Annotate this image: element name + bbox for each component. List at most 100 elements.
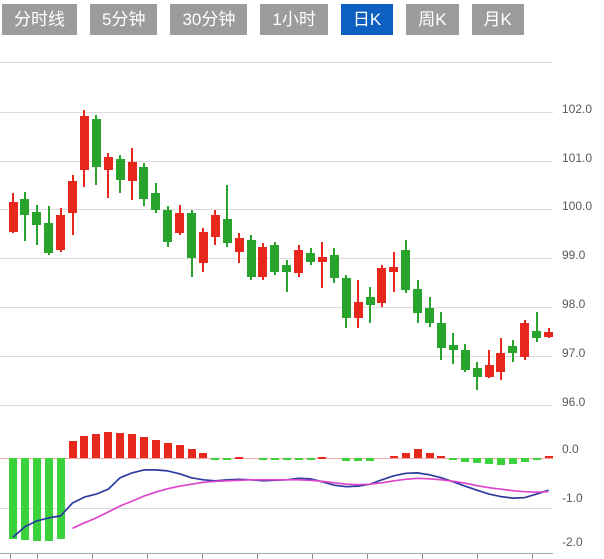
x-axis-tick	[147, 554, 148, 559]
x-axis-tick	[37, 554, 38, 559]
candle-wick	[392, 251, 395, 292]
macd-bar-up	[80, 436, 89, 458]
candle-wick	[488, 349, 490, 379]
macd-bar-up	[163, 443, 172, 458]
macd-bar-down	[449, 458, 458, 461]
candle-body	[472, 368, 482, 377]
candle-body	[436, 323, 446, 349]
macd-bar-up	[544, 456, 553, 459]
price-axis-label: 97.0	[562, 345, 586, 360]
candle-body	[8, 201, 18, 232]
candle-body	[484, 364, 494, 378]
period-tabs: 分时线 5分钟 30分钟 1小时 日K 周K 月K	[2, 4, 524, 35]
x-axis-tick	[202, 554, 203, 559]
candle-body	[353, 301, 363, 319]
x-axis-tick	[312, 554, 313, 559]
candle-body	[413, 289, 423, 314]
candle-body	[258, 246, 268, 277]
candle-wick	[321, 241, 324, 289]
macd-bar-up	[413, 449, 422, 458]
chart-top-border	[0, 62, 553, 63]
candle-body	[448, 344, 458, 350]
macd-bar-down	[9, 458, 17, 539]
candle-body	[460, 349, 470, 370]
candle-body	[163, 209, 173, 242]
macd-bar-down	[354, 458, 363, 462]
tab-period-0[interactable]: 分时线	[2, 4, 77, 35]
candle-body	[520, 323, 530, 357]
tab-period-6[interactable]: 月K	[471, 4, 524, 35]
candle-wick	[369, 286, 371, 324]
candle-body	[91, 118, 101, 167]
macd-bar-down	[532, 458, 541, 461]
candle-body	[496, 353, 506, 372]
macd-bar-up	[175, 445, 184, 458]
tab-period-2[interactable]: 30分钟	[170, 4, 248, 35]
macd-bar-down	[20, 458, 29, 541]
candle-body	[246, 239, 256, 277]
tab-period-5[interactable]: 周K	[406, 4, 459, 35]
candle-body	[56, 215, 66, 250]
macd-bar-down	[496, 458, 505, 466]
candle-body	[377, 268, 387, 304]
x-axis-tick	[532, 554, 533, 559]
macd-bar-up	[104, 432, 113, 458]
candle-body	[103, 156, 113, 170]
candle-body	[532, 330, 542, 338]
tab-daily-k[interactable]: 日K	[340, 4, 394, 35]
candle-body	[151, 193, 161, 210]
macd-bar-up	[425, 453, 434, 458]
candle-body	[317, 256, 327, 262]
candle-body	[187, 213, 196, 259]
macd-axis-label: 0.0	[562, 442, 579, 456]
macd-bar-down	[258, 458, 267, 460]
macd-bar-up	[199, 453, 208, 458]
candle-body	[306, 253, 315, 262]
candle-body	[270, 244, 280, 272]
candle-wick	[285, 260, 288, 292]
macd-bar-down	[294, 458, 303, 460]
candle-body	[20, 198, 30, 216]
price-axis-label: 102.0	[562, 101, 593, 116]
candle-body	[68, 181, 77, 214]
macd-gridline	[0, 507, 553, 509]
candle-body	[401, 249, 411, 290]
macd-axis-label: -2.0	[562, 535, 583, 549]
candle-body	[508, 346, 518, 354]
macd-bar-up	[92, 434, 101, 458]
price-gridline	[0, 160, 553, 162]
macd-bar-down	[461, 458, 470, 462]
macd-bar-up	[389, 456, 398, 459]
x-axis-tick	[367, 554, 368, 559]
macd-bar-down	[32, 458, 41, 541]
macd-bar-down	[485, 458, 493, 465]
macd-bar-up	[318, 456, 327, 459]
macd-bar-down	[223, 458, 232, 460]
macd-bar-down	[473, 458, 482, 464]
tab-period-1[interactable]: 5分钟	[90, 4, 158, 35]
candle-body	[210, 215, 220, 237]
x-axis-tick	[10, 554, 11, 559]
x-axis-tick	[92, 554, 93, 559]
macd-bar-down	[366, 458, 374, 461]
tab-period-3[interactable]: 1小时	[260, 4, 328, 35]
candle-body	[425, 308, 434, 324]
macd-bar-up	[116, 432, 125, 458]
candle-body	[365, 296, 375, 305]
candle-wick	[23, 191, 26, 242]
candle-body	[294, 249, 304, 274]
candle-body	[115, 158, 125, 181]
price-axis-label: 101.0	[562, 150, 593, 165]
macd-bar-up	[128, 434, 136, 458]
candle-body	[282, 264, 292, 272]
macd-bar-down	[270, 458, 279, 460]
x-axis-line	[0, 553, 553, 554]
macd-bar-down	[44, 458, 53, 542]
macd-bar-up	[151, 439, 160, 458]
price-gridline	[0, 209, 553, 211]
macd-dif-line	[12, 469, 549, 538]
price-gridline	[0, 355, 553, 357]
macd-bar-up	[139, 436, 148, 458]
